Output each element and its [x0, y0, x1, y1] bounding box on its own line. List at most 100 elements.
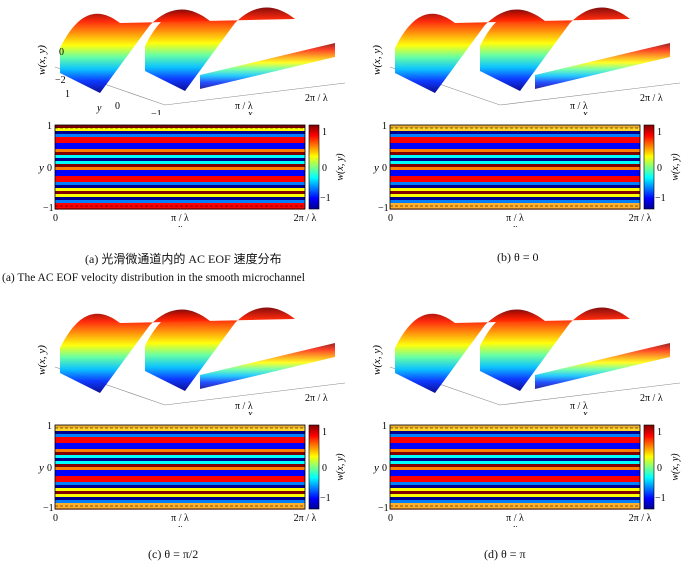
- contour-band: [55, 164, 305, 168]
- contour-band: [390, 134, 640, 138]
- contour-band: [390, 485, 640, 489]
- contour-band: [55, 476, 305, 480]
- contour-band: [390, 494, 640, 498]
- caption-a-cn: (a) 光滑微通道内的 AC EOF 速度分布: [85, 252, 282, 266]
- contour-band: [390, 491, 640, 495]
- y-axis-label: y: [38, 462, 44, 474]
- contour-band: [390, 473, 640, 477]
- contour-band: [55, 452, 305, 456]
- contour-band: [55, 206, 305, 210]
- contour-band: [55, 449, 305, 453]
- x-tick: π / λ: [171, 213, 189, 224]
- contour-band: [390, 173, 640, 177]
- contour-band: [55, 194, 305, 198]
- contour-band: [55, 158, 305, 162]
- surf-x-label: x: [582, 409, 588, 415]
- y-tick: −1: [378, 203, 389, 214]
- contour-band: [390, 458, 640, 462]
- x-tick: 0: [388, 213, 393, 224]
- contour-band: [55, 179, 305, 183]
- colorbar-tick: 1: [657, 127, 662, 138]
- surf-flat: [535, 343, 670, 389]
- surface-waves: [389, 307, 681, 406]
- contour-band: [390, 149, 640, 153]
- surf-x-label: x: [582, 109, 588, 115]
- surf-wave: [480, 7, 630, 92]
- contour-band: [55, 467, 305, 471]
- surf-tick-xend: 2π / λ: [640, 393, 663, 404]
- contour-band: [55, 182, 305, 186]
- x-tick: 2π / λ: [294, 513, 317, 524]
- y-tick: 0: [382, 163, 387, 174]
- colorbar-tick: 1: [322, 127, 327, 138]
- contour-band: [390, 452, 640, 456]
- contour-band: [55, 143, 305, 147]
- caption-c: (c) θ = π/2: [148, 547, 199, 561]
- contour-band: [55, 170, 305, 174]
- contour-band: [390, 449, 640, 453]
- contour-band: [55, 455, 305, 459]
- contour-band: [55, 461, 305, 465]
- surf-tick-ym1: −1: [151, 109, 162, 115]
- x-tick: 0: [53, 213, 58, 224]
- contour-band: [390, 200, 640, 204]
- surface-waves: [389, 7, 681, 106]
- surface-plot-d: w(x, y) π / λ 2π / λ x: [371, 307, 681, 415]
- contour-band: [390, 482, 640, 486]
- contour-band: [55, 167, 305, 171]
- surf-tick-xmid: π / λ: [235, 101, 253, 112]
- surface-plot-c: w(x, y) π / λ 2π / λ x: [36, 307, 346, 415]
- contour-band: [55, 443, 305, 447]
- surf-flat: [200, 43, 335, 89]
- colorbar-tick: 1: [322, 427, 327, 438]
- surface-plot-a: w(x, y) 0 −2 1 0 −1 y π / λ 2π / λ x: [36, 7, 346, 115]
- contour-band: [55, 482, 305, 486]
- y-tick: 0: [47, 463, 52, 474]
- y-axis-label: y: [373, 462, 379, 474]
- contour-band: [390, 434, 640, 438]
- colorbar: [643, 124, 655, 210]
- plot-frame: [389, 124, 641, 210]
- surf-tick-xend: 2π / λ: [305, 93, 328, 104]
- contour-band: [390, 461, 640, 465]
- surf-wave: [480, 307, 630, 391]
- w-axis-label: w(x, y): [36, 45, 48, 75]
- contour-band: [55, 188, 305, 192]
- contour-band: [55, 200, 305, 204]
- contour-plot-d: 10−1w(x, y)10−1yπ / λ2π / λx0: [373, 421, 681, 527]
- contour-band: [55, 152, 305, 156]
- x-tick: 0: [53, 513, 58, 524]
- y-tick: 1: [47, 121, 52, 132]
- w-axis-label: w(x, y): [36, 345, 48, 375]
- colorbar-label: w(x, y): [335, 453, 346, 481]
- y-tick: 1: [382, 121, 387, 132]
- contour-band: [390, 464, 640, 468]
- x-tick: 0: [388, 513, 393, 524]
- contour-band: [55, 464, 305, 468]
- contour-band: [390, 155, 640, 159]
- contour-band: [55, 176, 305, 180]
- y-axis-label: y: [38, 162, 44, 174]
- colorbar-tick: 0: [657, 463, 662, 474]
- surf-wave: [395, 9, 545, 94]
- surf-tick-y0: 0: [115, 101, 120, 112]
- x-tick: π / λ: [506, 213, 524, 224]
- contour-band: [55, 479, 305, 483]
- contour-plot-c: 10−1w(x, y)10−1yπ / λ2π / λx0: [38, 421, 346, 527]
- surf-tick-y1: 1: [65, 89, 70, 100]
- contour-band: [390, 164, 640, 168]
- contour-band: [55, 134, 305, 138]
- contour-band: [55, 470, 305, 474]
- colorbar-tick: −1: [655, 493, 666, 504]
- contour-band: [390, 194, 640, 198]
- surf-tick-w0: 0: [59, 47, 64, 58]
- contour-band: [390, 170, 640, 174]
- contour-plot-a: 10−1w(x, y)10−1yπ / λ2π / λx0: [38, 121, 346, 227]
- contour-band: [390, 470, 640, 474]
- surf-flat: [200, 343, 335, 389]
- contour-band: [390, 179, 640, 183]
- contour-band: [390, 197, 640, 201]
- x-axis-label: x: [512, 523, 518, 527]
- contour-band: [55, 149, 305, 153]
- contour-band: [55, 494, 305, 498]
